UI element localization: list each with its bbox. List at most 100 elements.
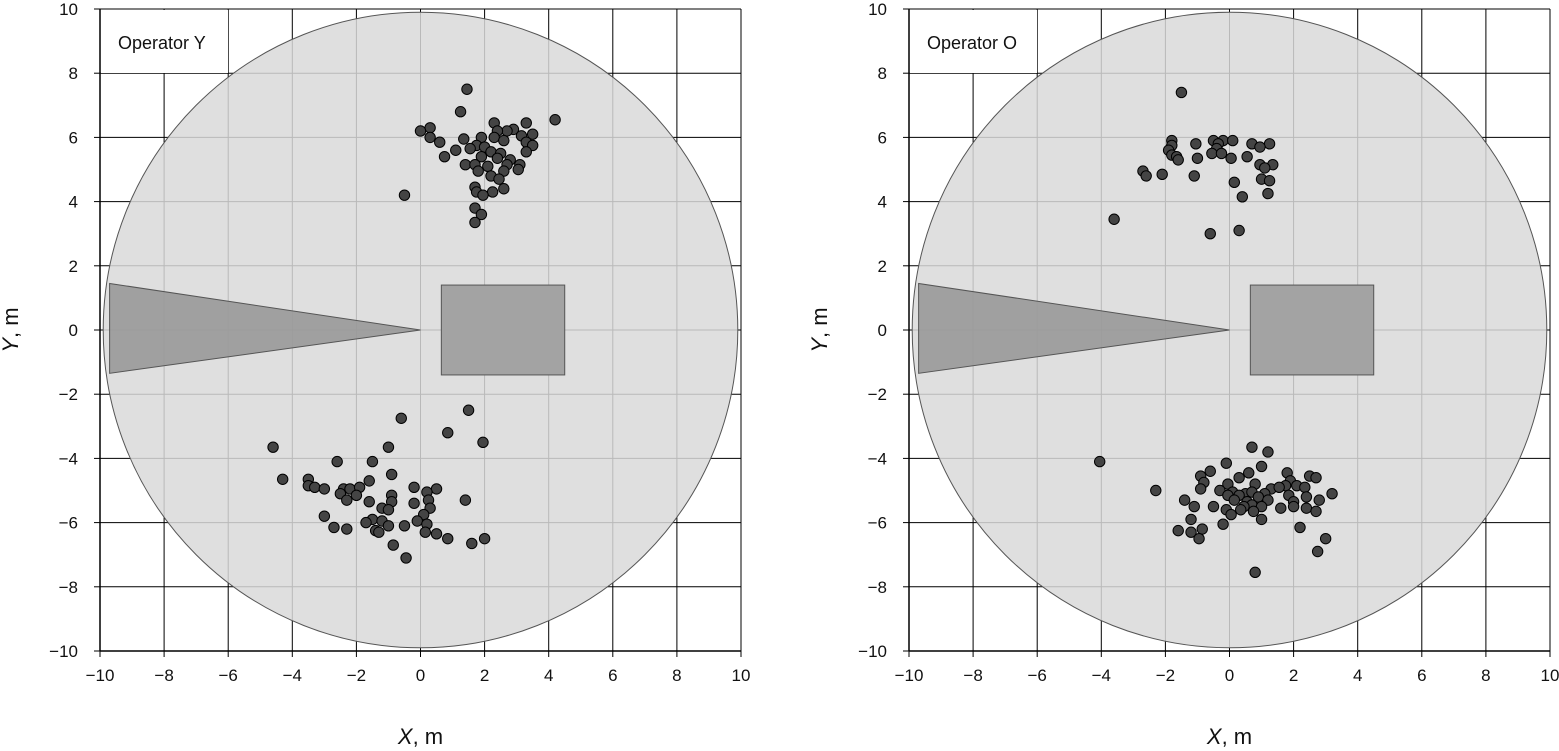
data-point <box>1093 455 1106 468</box>
y-tick-label: 4 <box>69 193 78 212</box>
x-tick-label: 10 <box>732 666 751 685</box>
data-point <box>1300 502 1313 514</box>
data-point <box>398 189 411 201</box>
data-point <box>1228 494 1241 506</box>
data-point <box>1156 168 1168 181</box>
y-tick-label: −10 <box>49 642 78 661</box>
x-tick-label: 6 <box>1417 666 1426 685</box>
data-point <box>328 521 340 534</box>
data-point <box>461 83 473 95</box>
data-point <box>1190 138 1202 150</box>
data-point <box>1191 152 1204 164</box>
data-point <box>1233 224 1245 237</box>
wedge-region <box>918 282 1230 374</box>
data-point <box>1193 532 1205 545</box>
data-point <box>309 481 321 493</box>
panel-operator-o: −10 −8 −6 −4 −2 0 2 4 6 8 10 10 8 6 4 2 0 −2 −4 −6 −8 −10 X, m… <box>807 0 1559 749</box>
y-tick-label: −4 <box>59 449 78 468</box>
data-point <box>450 144 462 156</box>
data-point <box>442 427 454 439</box>
data-point <box>458 133 470 145</box>
x-tick-label: −10 <box>895 666 924 685</box>
y-tick-label: −6 <box>868 514 887 533</box>
data-point <box>482 160 494 172</box>
data-point <box>493 173 505 185</box>
y-tick-label: −2 <box>59 385 78 404</box>
data-point <box>1204 465 1216 477</box>
data-point <box>1185 526 1197 538</box>
data-point <box>1259 162 1271 174</box>
data-point <box>498 183 510 195</box>
data-point <box>1247 505 1260 518</box>
data-point <box>486 186 499 198</box>
data-point <box>1220 457 1232 469</box>
data-point <box>1175 86 1188 99</box>
data-point <box>350 489 363 502</box>
x-tick-label: 10 <box>1541 666 1559 685</box>
data-point <box>360 516 372 529</box>
data-point <box>549 114 561 126</box>
data-point <box>363 496 375 508</box>
data-point <box>1207 500 1220 513</box>
data-point <box>477 436 489 449</box>
data-point <box>382 504 395 516</box>
x-tick-label: 8 <box>1481 666 1490 685</box>
data-point <box>1326 488 1338 500</box>
x-tick-label: 2 <box>1289 666 1298 685</box>
y-tick-label: 4 <box>878 193 887 212</box>
data-point <box>1299 481 1311 493</box>
data-point <box>419 526 432 538</box>
data-point <box>366 455 379 468</box>
data-point <box>438 150 451 163</box>
data-point <box>1227 134 1239 147</box>
data-point <box>1287 500 1300 513</box>
data-point <box>491 152 504 164</box>
y-tick-label: −4 <box>868 449 887 468</box>
data-point <box>1294 521 1306 534</box>
data-point <box>1262 446 1274 458</box>
data-point <box>398 520 411 532</box>
data-point <box>395 412 407 424</box>
data-point <box>477 189 489 201</box>
data-point <box>318 483 331 495</box>
data-point <box>341 494 353 506</box>
data-point <box>526 128 539 140</box>
legend-box <box>101 10 228 73</box>
legend-box <box>910 10 1037 73</box>
data-point <box>1188 170 1200 182</box>
rect-region <box>440 284 566 376</box>
data-point <box>1204 228 1216 240</box>
data-point <box>385 468 398 481</box>
x-axis-label: X, m <box>397 724 443 749</box>
y-tick-label: −10 <box>858 642 887 661</box>
data-point <box>1228 176 1241 189</box>
data-point <box>382 441 395 453</box>
data-point <box>498 134 510 147</box>
panel-operator-y: −10 −8 −6 −4 −2 0 2 4 6 8 10 10 8 6 4 2 0 −2 −4 −6 −8 −10 X, m… <box>0 0 750 749</box>
x-tick-label: −4 <box>1092 666 1111 685</box>
y-tick-label: −6 <box>59 514 78 533</box>
data-point <box>1263 175 1276 187</box>
data-point <box>459 158 472 171</box>
data-point <box>382 520 395 532</box>
data-point <box>1241 150 1253 163</box>
data-point <box>408 481 420 493</box>
y-axis-label: Y, m <box>807 307 832 352</box>
x-tick-label: −8 <box>154 666 173 685</box>
data-point <box>1255 460 1268 473</box>
data-point <box>400 552 412 564</box>
x-tick-label: −2 <box>347 666 366 685</box>
y-tick-label: 6 <box>69 128 78 147</box>
y-tick-label: 2 <box>878 257 887 276</box>
y-tick-label: 0 <box>69 321 78 340</box>
data-point <box>478 532 491 545</box>
data-point <box>1310 505 1322 518</box>
data-point <box>430 528 443 540</box>
data-point <box>472 165 484 177</box>
y-tick-label: 2 <box>69 257 78 276</box>
data-point <box>408 497 420 510</box>
data-point <box>387 539 399 551</box>
data-point <box>1172 154 1184 166</box>
data-point <box>1255 513 1268 526</box>
data-point <box>414 125 427 137</box>
